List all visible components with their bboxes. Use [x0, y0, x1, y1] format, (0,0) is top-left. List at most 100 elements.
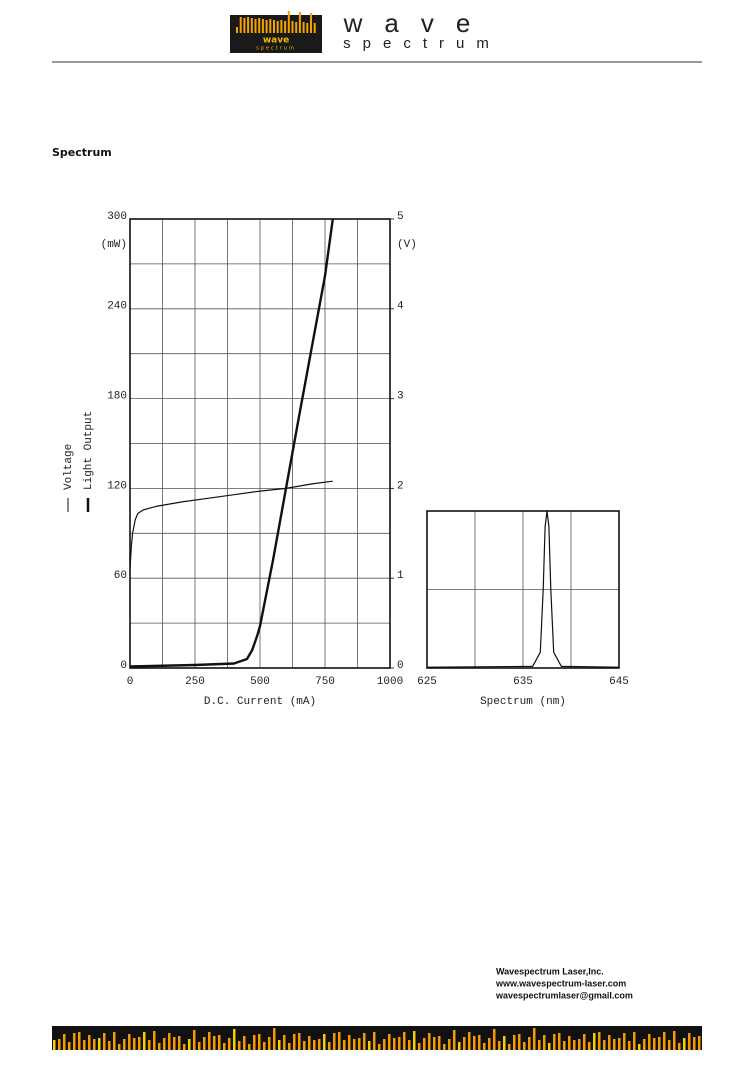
stripe-bar: [128, 1034, 131, 1050]
stripe-bar: [163, 1038, 166, 1050]
logo-bars: [236, 11, 316, 33]
x-axis-label: Spectrum (nm): [480, 696, 566, 708]
stripe-bar: [233, 1029, 236, 1050]
stripe-bar: [588, 1042, 591, 1050]
stripe-bar: [498, 1041, 501, 1050]
stripe-bar: [308, 1036, 311, 1050]
y2-tick-label: 5: [397, 211, 404, 223]
stripe-bar: [468, 1032, 471, 1050]
stripe-bar: [228, 1038, 231, 1050]
logo-bar: [254, 19, 257, 33]
stripe-bar: [53, 1040, 56, 1050]
logo-bar: [280, 20, 283, 33]
stripe-bar: [303, 1041, 306, 1050]
stripe-bar: [353, 1039, 356, 1050]
footer-line: wavespectrumlaser@gmail.com: [495, 990, 633, 1000]
stripe-bar: [638, 1044, 641, 1050]
logo-bar: [287, 11, 290, 33]
stripe-bar: [608, 1035, 611, 1050]
spectrum-chart: 625 635 645 Spectrum (nm): [417, 510, 629, 708]
stripe-bar: [373, 1032, 376, 1050]
stripe-bar: [648, 1034, 651, 1050]
y-tick-label: 120: [107, 480, 127, 492]
logo-bar: [239, 17, 242, 33]
stripe-bar: [73, 1033, 76, 1050]
stripe-bar: [363, 1033, 366, 1050]
stripe-bar: [158, 1043, 161, 1050]
stripe-bar: [448, 1039, 451, 1050]
legend-label: Voltage: [63, 444, 75, 490]
stripe-bar: [653, 1038, 656, 1050]
stripe-bar: [273, 1028, 276, 1050]
stripe-bar: [258, 1034, 261, 1050]
series-line: [426, 510, 620, 668]
stripe-bar: [533, 1028, 536, 1050]
stripe-bar: [88, 1035, 91, 1050]
stripe-bar: [558, 1033, 561, 1050]
stripe-bar: [603, 1040, 606, 1050]
legend: Light Output: [83, 411, 95, 512]
stripe-bar: [248, 1044, 251, 1050]
logo-small-text: wave: [263, 36, 289, 46]
stripe-bar: [298, 1033, 301, 1050]
y2-tick-label: 4: [397, 301, 404, 313]
footer-stripe: [52, 1026, 702, 1050]
stripe-bar: [518, 1034, 521, 1050]
logo-bar: [310, 13, 312, 33]
stripe-bar: [198, 1042, 201, 1050]
stripe-bar: [358, 1038, 361, 1050]
stripe-bar: [598, 1032, 601, 1050]
stripe-bar: [93, 1039, 96, 1050]
footer-line: Wavespectrum Laser,Inc.: [496, 966, 604, 976]
stripe-bar: [458, 1042, 461, 1050]
stripe-bar: [643, 1039, 646, 1050]
stripe-bar: [293, 1034, 296, 1050]
stripe-bar: [208, 1032, 211, 1050]
y-tick-label: 60: [114, 570, 127, 582]
x-tick-label: 250: [185, 676, 205, 688]
stripe-bar: [138, 1037, 141, 1050]
series-line: [129, 218, 334, 668]
stripe-bar: [618, 1038, 621, 1050]
x-tick-label: 635: [513, 676, 533, 688]
stripe-bar: [548, 1043, 551, 1050]
stripe-bar: [658, 1037, 661, 1050]
stripe-bar: [593, 1033, 596, 1050]
logo-bar: [295, 22, 298, 33]
stripe-bar: [428, 1033, 431, 1050]
stripe-bar: [623, 1033, 626, 1050]
stripe-bar: [103, 1033, 106, 1050]
logo-bar: [258, 18, 261, 33]
logo-bar: [306, 23, 309, 33]
stripe-bar: [178, 1036, 181, 1050]
liv-chart: 0 250 500 750 1000 0 60 120 180 240 300 0 1 2 3 4 5 (mW) (…: [101, 211, 417, 708]
stripe-bar: [673, 1031, 676, 1050]
stripe-bar: [223, 1043, 226, 1050]
stripe-bar: [78, 1032, 81, 1050]
stripe-bar: [403, 1032, 406, 1050]
stripe-bar: [148, 1040, 151, 1050]
stripe-bar: [348, 1035, 351, 1050]
stripe-bar: [253, 1035, 256, 1050]
x-tick-label: 750: [315, 676, 335, 688]
stripe-bar: [123, 1039, 126, 1050]
logo-bar: [261, 19, 264, 33]
stripe-bar: [553, 1034, 556, 1050]
stripe-bar: [173, 1037, 176, 1050]
stripe-bar: [473, 1036, 476, 1050]
logo-bar: [298, 12, 301, 33]
stripe-bar: [493, 1029, 496, 1050]
stripe-bar: [413, 1031, 416, 1050]
stripe-bar: [628, 1041, 631, 1050]
stripe-bar: [368, 1041, 371, 1050]
stripe-bar: [243, 1036, 246, 1050]
stripe-bar: [378, 1044, 381, 1050]
stripe-bar: [333, 1033, 336, 1050]
stripe-bar: [583, 1034, 586, 1050]
stripe-bar: [508, 1044, 511, 1050]
stripe-bar: [113, 1032, 116, 1050]
stripe-bar: [268, 1037, 271, 1050]
legend-label: Light Output: [83, 411, 95, 490]
stripe-bar: [438, 1036, 441, 1050]
stripe-bar: [118, 1044, 121, 1050]
